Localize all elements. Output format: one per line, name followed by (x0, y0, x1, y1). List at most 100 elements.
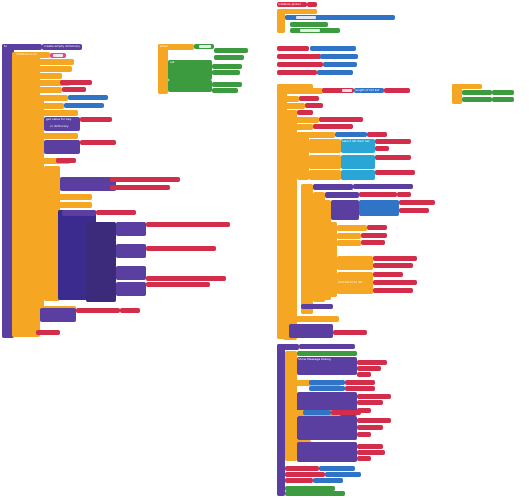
left-key-6[interactable] (120, 308, 140, 313)
right-get-6[interactable] (319, 117, 363, 122)
right-set-4[interactable] (289, 124, 313, 130)
bottom-header-item[interactable] (299, 344, 355, 349)
left-if-2[interactable] (38, 158, 70, 164)
left-get-var-2[interactable] (62, 87, 86, 92)
right-length-block[interactable]: length of list list (354, 88, 384, 93)
left-key-3[interactable] (96, 210, 136, 215)
right-set-2[interactable] (283, 103, 305, 109)
bottom-set-5[interactable] (285, 491, 345, 496)
left-set-1[interactable] (38, 110, 78, 116)
left-loop-header[interactable] (28, 95, 68, 101)
left-segment-var-1[interactable] (110, 177, 180, 182)
bottom-empty-list-2[interactable] (325, 472, 361, 477)
left-get-value-block-3[interactable] (62, 210, 96, 216)
right-get-4[interactable] (305, 103, 323, 108)
right-get-16[interactable] (373, 288, 413, 293)
right-compare-var-2[interactable] (399, 208, 429, 213)
bottom-msg-1[interactable] (357, 360, 387, 365)
bottom-msg-2[interactable] (357, 366, 381, 371)
bottom-set-4[interactable] (285, 486, 335, 491)
left-nested-get-2[interactable] (116, 244, 146, 258)
right-call-3[interactable] (289, 324, 333, 338)
left-set-2[interactable] (38, 133, 78, 139)
right-init-global-4[interactable] (277, 62, 323, 67)
left-dict-block[interactable]: create empty dictionary (42, 44, 82, 50)
left-compare-1[interactable] (68, 95, 108, 100)
mid-event-block[interactable] (158, 44, 168, 94)
left-get-value-block-2[interactable] (44, 140, 80, 154)
bottom-msg-8[interactable] (357, 425, 383, 430)
right-loop-3[interactable] (301, 184, 313, 314)
left-nested-key-4[interactable] (146, 282, 210, 287)
mid-item-3[interactable] (214, 55, 244, 60)
right-empty-list-3[interactable] (323, 62, 357, 67)
right-call-2[interactable] (301, 304, 333, 309)
right-add-1[interactable] (337, 256, 373, 270)
left-nested-get-3[interactable] (116, 266, 146, 280)
right-select-key-1b[interactable] (375, 146, 389, 151)
right-init-local-1[interactable] (309, 139, 341, 153)
right-select-block-2[interactable] (341, 155, 375, 169)
left-var-3[interactable] (56, 158, 76, 163)
left-nested-key-2[interactable] (146, 246, 216, 251)
right-main-header[interactable] (277, 84, 313, 90)
right-select-block-1[interactable]: select list item list (341, 139, 375, 153)
right-loop-2-header[interactable] (297, 132, 335, 138)
bottom-procedure-block[interactable] (277, 344, 285, 496)
left-get-var-1[interactable] (60, 80, 92, 85)
bottom-procedure-header[interactable] (277, 344, 299, 350)
left-set-3[interactable] (58, 202, 92, 208)
right-init-local-3[interactable] (309, 170, 341, 180)
right-select-key-1[interactable] (375, 139, 411, 144)
left-result-var[interactable] (36, 330, 60, 335)
left-key-2[interactable] (80, 140, 116, 145)
mid-item-4[interactable] (212, 64, 242, 69)
side-item-3[interactable] (462, 97, 492, 102)
right-get-12[interactable] (373, 256, 417, 261)
top-call-block[interactable] (285, 15, 395, 20)
right-main-event[interactable] (277, 84, 287, 339)
bottom-if-1[interactable] (285, 351, 297, 461)
right-for-each-2[interactable] (325, 192, 359, 198)
right-set-3[interactable] (289, 117, 319, 123)
bottom-msg-6[interactable] (357, 408, 371, 413)
right-get-11[interactable] (361, 240, 385, 245)
left-segment-block-1[interactable] (60, 177, 116, 191)
side-item-2[interactable] (492, 90, 514, 95)
left-nested-key-1[interactable] (146, 222, 230, 227)
top-init-global-1[interactable]: initialize global (277, 2, 307, 7)
left-segment-var-2[interactable] (110, 185, 170, 190)
left-result-row[interactable] (14, 330, 38, 336)
mid-item-5[interactable] (212, 70, 240, 75)
bottom-msg-11[interactable] (357, 450, 385, 455)
bottom-get-3[interactable] (331, 410, 361, 415)
right-set-5[interactable] (337, 225, 367, 231)
bottom-cond-1[interactable] (297, 351, 357, 356)
bottom-msg-3[interactable] (357, 372, 371, 377)
right-get-8[interactable] (367, 132, 387, 137)
bottom-compare-1[interactable] (309, 380, 345, 385)
right-set-6[interactable] (337, 233, 361, 239)
left-loop-inner-header[interactable] (44, 166, 60, 172)
right-set-7[interactable] (337, 240, 361, 246)
right-compare-var[interactable] (399, 200, 435, 205)
right-select-key-2[interactable] (375, 155, 411, 160)
side-event-header[interactable] (452, 84, 482, 89)
left-init-row-4[interactable] (14, 73, 62, 79)
right-select-key-3[interactable] (375, 170, 415, 175)
side-item-1[interactable] (462, 90, 492, 95)
right-add-2[interactable] (337, 272, 373, 282)
right-empty-list-4[interactable] (317, 70, 353, 75)
right-get-3[interactable] (299, 96, 319, 101)
top-call-item-1[interactable] (290, 22, 328, 27)
left-compare-2[interactable] (64, 103, 104, 108)
right-init-global-2[interactable] (277, 46, 309, 51)
mid-set-block[interactable]: set (168, 60, 212, 80)
side-item-4[interactable] (492, 97, 514, 102)
mid-item-7[interactable] (212, 88, 238, 93)
bottom-compare-3[interactable] (303, 410, 331, 415)
bottom-empty-list-3[interactable] (313, 478, 343, 483)
right-get-17[interactable] (333, 330, 367, 335)
left-init-row-1[interactable]: initialize local (14, 52, 50, 58)
